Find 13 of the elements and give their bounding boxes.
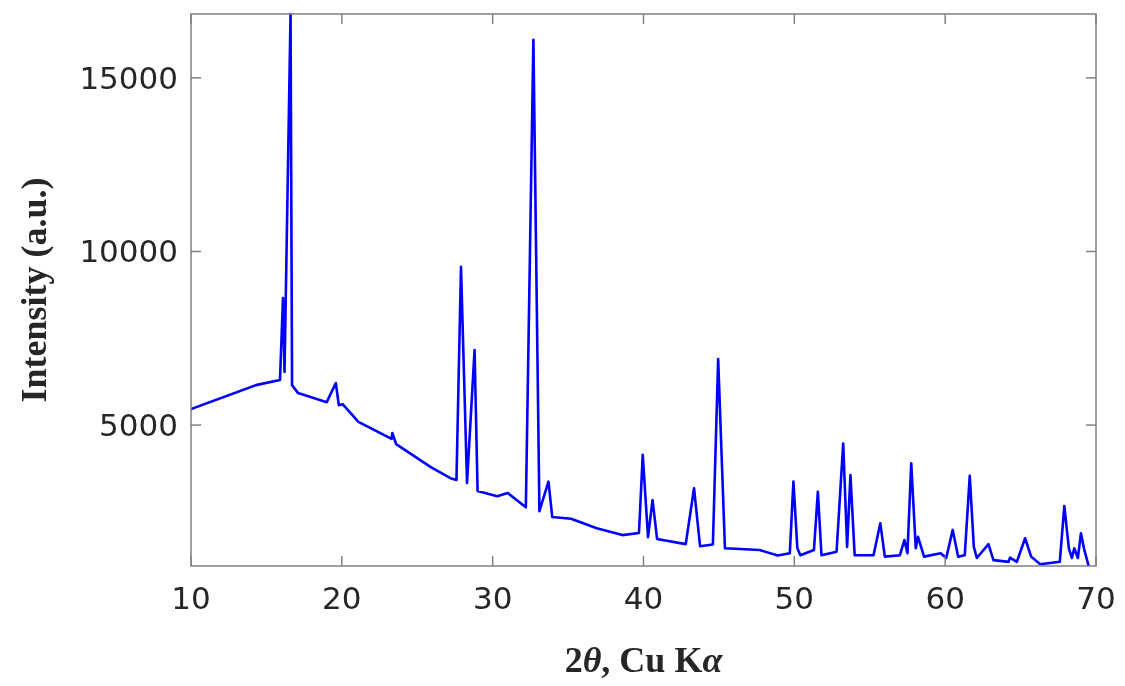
line-series	[191, 12, 1090, 566]
x-tick-label: 60	[925, 580, 965, 616]
x-tick-label: 40	[623, 580, 664, 616]
x-tick-label: 50	[774, 580, 815, 616]
x-axis-title: 2θ, Cu Kα	[564, 640, 724, 680]
y-tick-label: 15000	[79, 59, 178, 96]
x-tick-label: 10	[171, 580, 211, 616]
x-tick-label: 70	[1076, 580, 1116, 616]
y-tick-label: 10000	[79, 233, 178, 270]
x-tick-label: 30	[472, 580, 513, 616]
y-axis-title: Intensity (a.u.)	[14, 177, 54, 403]
x-tick-label: 20	[322, 580, 362, 616]
y-tick-label: 5000	[99, 407, 178, 444]
